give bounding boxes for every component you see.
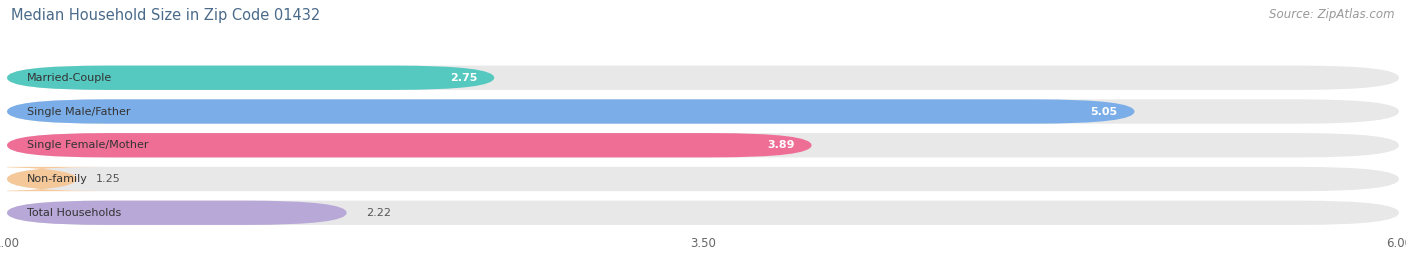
Text: 2.22: 2.22: [366, 208, 391, 218]
Text: Total Households: Total Households: [27, 208, 121, 218]
Text: Source: ZipAtlas.com: Source: ZipAtlas.com: [1270, 8, 1395, 21]
FancyBboxPatch shape: [7, 133, 1399, 157]
Text: Married-Couple: Married-Couple: [27, 73, 111, 83]
FancyBboxPatch shape: [7, 201, 347, 225]
Text: Median Household Size in Zip Code 01432: Median Household Size in Zip Code 01432: [11, 8, 321, 23]
Text: 1.25: 1.25: [96, 174, 121, 184]
FancyBboxPatch shape: [0, 167, 107, 191]
Text: 2.75: 2.75: [450, 73, 478, 83]
FancyBboxPatch shape: [7, 167, 1399, 191]
Text: 3.89: 3.89: [768, 140, 794, 150]
Text: Single Male/Father: Single Male/Father: [27, 107, 129, 116]
FancyBboxPatch shape: [7, 201, 1399, 225]
FancyBboxPatch shape: [7, 66, 1399, 90]
FancyBboxPatch shape: [7, 133, 811, 157]
FancyBboxPatch shape: [7, 99, 1399, 124]
FancyBboxPatch shape: [7, 99, 1135, 124]
FancyBboxPatch shape: [7, 66, 495, 90]
Text: 5.05: 5.05: [1091, 107, 1118, 116]
Text: Non-family: Non-family: [27, 174, 87, 184]
Text: Single Female/Mother: Single Female/Mother: [27, 140, 148, 150]
